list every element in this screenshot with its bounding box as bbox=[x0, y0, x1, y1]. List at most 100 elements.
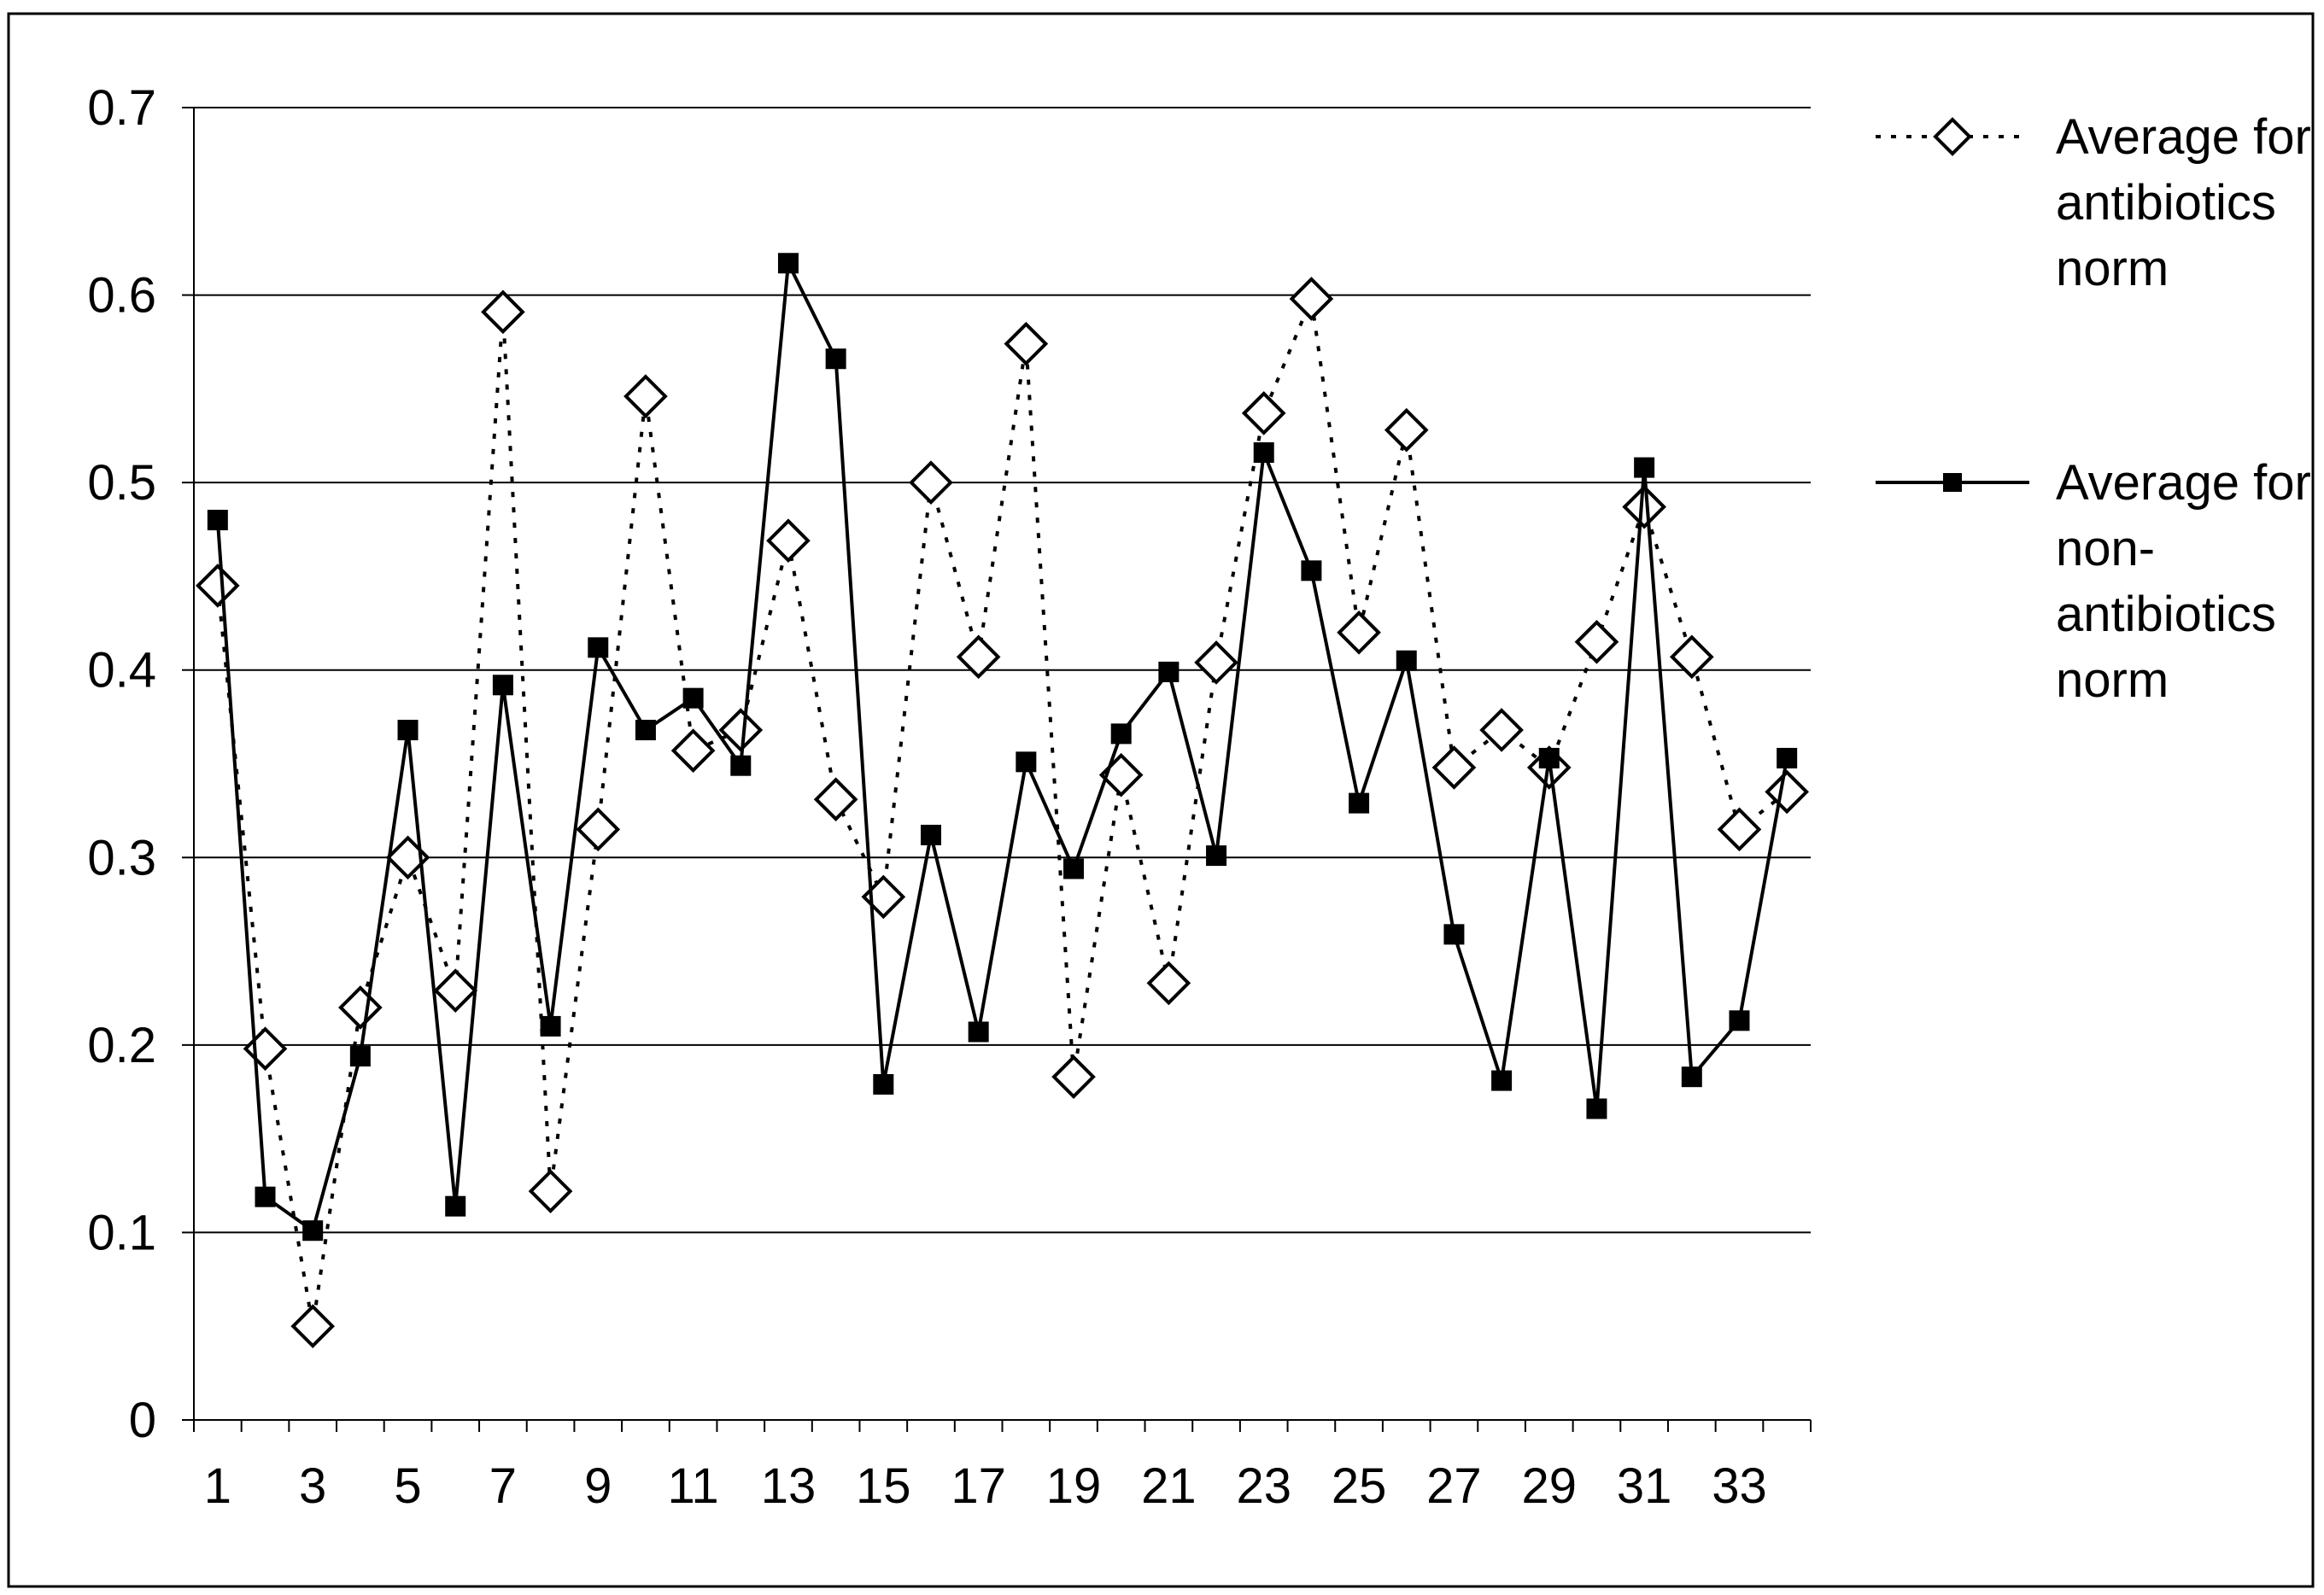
axes bbox=[182, 107, 1812, 1432]
series-0-point-11 bbox=[670, 728, 716, 773]
series-1 bbox=[207, 253, 1798, 1242]
series-1-point-32 bbox=[1681, 1066, 1702, 1088]
y-tick-label-3: 0.3 bbox=[87, 830, 156, 885]
series-0-point-9 bbox=[576, 807, 621, 852]
series-1-point-22 bbox=[1206, 845, 1227, 867]
series-0-point-25 bbox=[1337, 610, 1381, 655]
series-1-point-16 bbox=[920, 824, 941, 845]
series-0-point-13 bbox=[766, 518, 811, 564]
x-tick-label-12: 25 bbox=[1332, 1458, 1387, 1514]
legend-label-0-line-2: norm bbox=[2056, 241, 2169, 296]
series-1-point-19 bbox=[1063, 858, 1085, 879]
x-tick-label-16: 33 bbox=[1712, 1458, 1767, 1514]
x-tick-label-1: 3 bbox=[299, 1458, 326, 1514]
series-0-point-33 bbox=[1717, 807, 1762, 852]
legend-entry-1: Average for non-antibiotics norm bbox=[1876, 455, 2311, 708]
series-group bbox=[196, 253, 1809, 1349]
y-tick-label-5: 0.5 bbox=[87, 455, 156, 511]
series-0-point-22 bbox=[1194, 640, 1238, 685]
legend-label-1-line-0: Average for bbox=[2056, 455, 2311, 511]
x-tick-label-13: 27 bbox=[1426, 1458, 1482, 1514]
chart-border bbox=[7, 12, 2315, 1588]
series-1-point-3 bbox=[302, 1220, 324, 1242]
x-tick-label-0: 1 bbox=[204, 1458, 231, 1514]
x-tick-label-8: 17 bbox=[951, 1458, 1006, 1514]
legend-entry-0: Average for antibiotics norm bbox=[1876, 109, 2311, 296]
x-tick-label-10: 21 bbox=[1141, 1458, 1197, 1514]
series-1-point-1 bbox=[207, 510, 228, 531]
series-0-point-8 bbox=[528, 1169, 573, 1213]
x-tick-label-15: 31 bbox=[1617, 1458, 1672, 1514]
series-0-point-6 bbox=[433, 968, 478, 1014]
series-1-point-29 bbox=[1538, 747, 1560, 768]
x-tick-label-3: 7 bbox=[489, 1458, 517, 1514]
series-1-point-23 bbox=[1253, 442, 1274, 464]
y-tick-label-1: 0.1 bbox=[87, 1205, 156, 1260]
legend-label-1-line-2: antibiotics bbox=[2056, 587, 2276, 642]
series-1-point-8 bbox=[540, 1015, 561, 1037]
series-0-point-21 bbox=[1146, 961, 1191, 1006]
legend-marker-1 bbox=[1943, 473, 1962, 492]
legend-marker-0 bbox=[1933, 117, 1972, 156]
series-1-point-26 bbox=[1396, 650, 1417, 671]
series-0-point-1 bbox=[196, 564, 240, 608]
series-0-point-18 bbox=[1004, 321, 1049, 366]
series-0-point-16 bbox=[909, 460, 953, 505]
series-1-point-5 bbox=[397, 719, 419, 740]
series-1-point-30 bbox=[1586, 1098, 1607, 1119]
series-1-point-13 bbox=[777, 253, 799, 274]
series-1-point-14 bbox=[825, 348, 846, 370]
series-1-point-17 bbox=[968, 1021, 989, 1043]
x-tick-labels: 1 3 5 7 9 11 13 15 17 19 21 23 25 27 29 31 33 bbox=[204, 1458, 1767, 1514]
legend-label-1-line-3: norm bbox=[2056, 652, 2169, 708]
series-0-point-30 bbox=[1574, 619, 1619, 664]
x-tick-label-4: 9 bbox=[584, 1458, 612, 1514]
series-0-point-26 bbox=[1384, 407, 1429, 453]
series-0-point-34 bbox=[1765, 769, 1809, 815]
series-1-point-2 bbox=[255, 1186, 276, 1207]
series-1-point-24 bbox=[1301, 560, 1322, 581]
y-tick-label-0: 0 bbox=[129, 1393, 156, 1448]
series-0-point-32 bbox=[1669, 634, 1714, 680]
x-tick-label-5: 11 bbox=[667, 1458, 718, 1514]
series-1-point-28 bbox=[1491, 1070, 1513, 1091]
x-tick-label-2: 5 bbox=[394, 1458, 421, 1514]
series-0-point-28 bbox=[1479, 708, 1524, 752]
series-1-point-12 bbox=[730, 755, 752, 776]
x-tick-label-11: 23 bbox=[1236, 1458, 1291, 1514]
y-tick-label-2: 0.2 bbox=[87, 1018, 156, 1073]
series-0-point-27 bbox=[1431, 745, 1477, 790]
series-1-point-7 bbox=[492, 675, 513, 696]
series-1-point-15 bbox=[873, 1073, 894, 1095]
series-1-point-34 bbox=[1777, 747, 1798, 768]
x-tick-label-9: 19 bbox=[1046, 1458, 1102, 1514]
y-tick-label-4: 0.4 bbox=[87, 643, 156, 698]
series-0-point-7 bbox=[481, 289, 525, 335]
series-0-point-3 bbox=[290, 1304, 336, 1349]
series-1-point-18 bbox=[1016, 751, 1037, 773]
series-1-point-33 bbox=[1729, 1010, 1750, 1031]
y-tick-label-6: 0.6 bbox=[87, 268, 156, 324]
series-0-point-10 bbox=[623, 374, 668, 418]
legend-label-1-line-1: non- bbox=[2056, 521, 2155, 576]
x-tick-label-7: 15 bbox=[856, 1458, 911, 1514]
series-0-line bbox=[215, 292, 1788, 1327]
gridlines bbox=[194, 107, 1811, 1234]
series-0-point-31 bbox=[1622, 484, 1666, 529]
series-1-point-9 bbox=[588, 637, 609, 658]
series-1-point-31 bbox=[1634, 457, 1655, 478]
series-1-point-10 bbox=[635, 719, 656, 740]
series-1-point-20 bbox=[1110, 723, 1132, 745]
legend: Average for antibiotics norm Average for non… bbox=[1876, 109, 2311, 708]
series-1-point-21 bbox=[1158, 661, 1180, 682]
series-0-point-19 bbox=[1051, 1055, 1096, 1100]
series-1-point-27 bbox=[1443, 924, 1465, 945]
legend-label-0-line-1: antibiotics bbox=[2056, 175, 2276, 231]
series-1-point-11 bbox=[682, 687, 704, 709]
series-0-point-14 bbox=[813, 777, 858, 822]
series-0-point-23 bbox=[1241, 391, 1286, 435]
legend-label-0-line-0: Average for bbox=[2056, 109, 2311, 165]
series-1-point-6 bbox=[445, 1195, 466, 1217]
x-tick-label-6: 13 bbox=[761, 1458, 817, 1514]
